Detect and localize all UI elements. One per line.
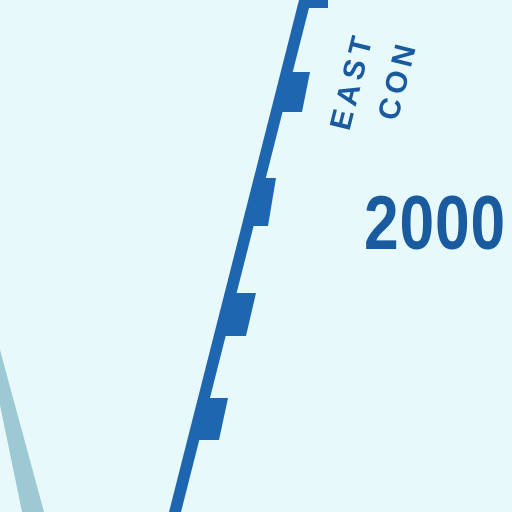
boundary-hatch-1	[272, 72, 310, 112]
boundary-tick-top	[306, 0, 328, 8]
boundary-hatch-3	[216, 293, 256, 336]
boundary-hatch-4	[190, 398, 228, 440]
map-number-label: 2000	[364, 181, 506, 266]
boundary-line	[169, 0, 311, 512]
boundary-hatch-2	[244, 178, 276, 226]
river-band	[0, 350, 44, 512]
